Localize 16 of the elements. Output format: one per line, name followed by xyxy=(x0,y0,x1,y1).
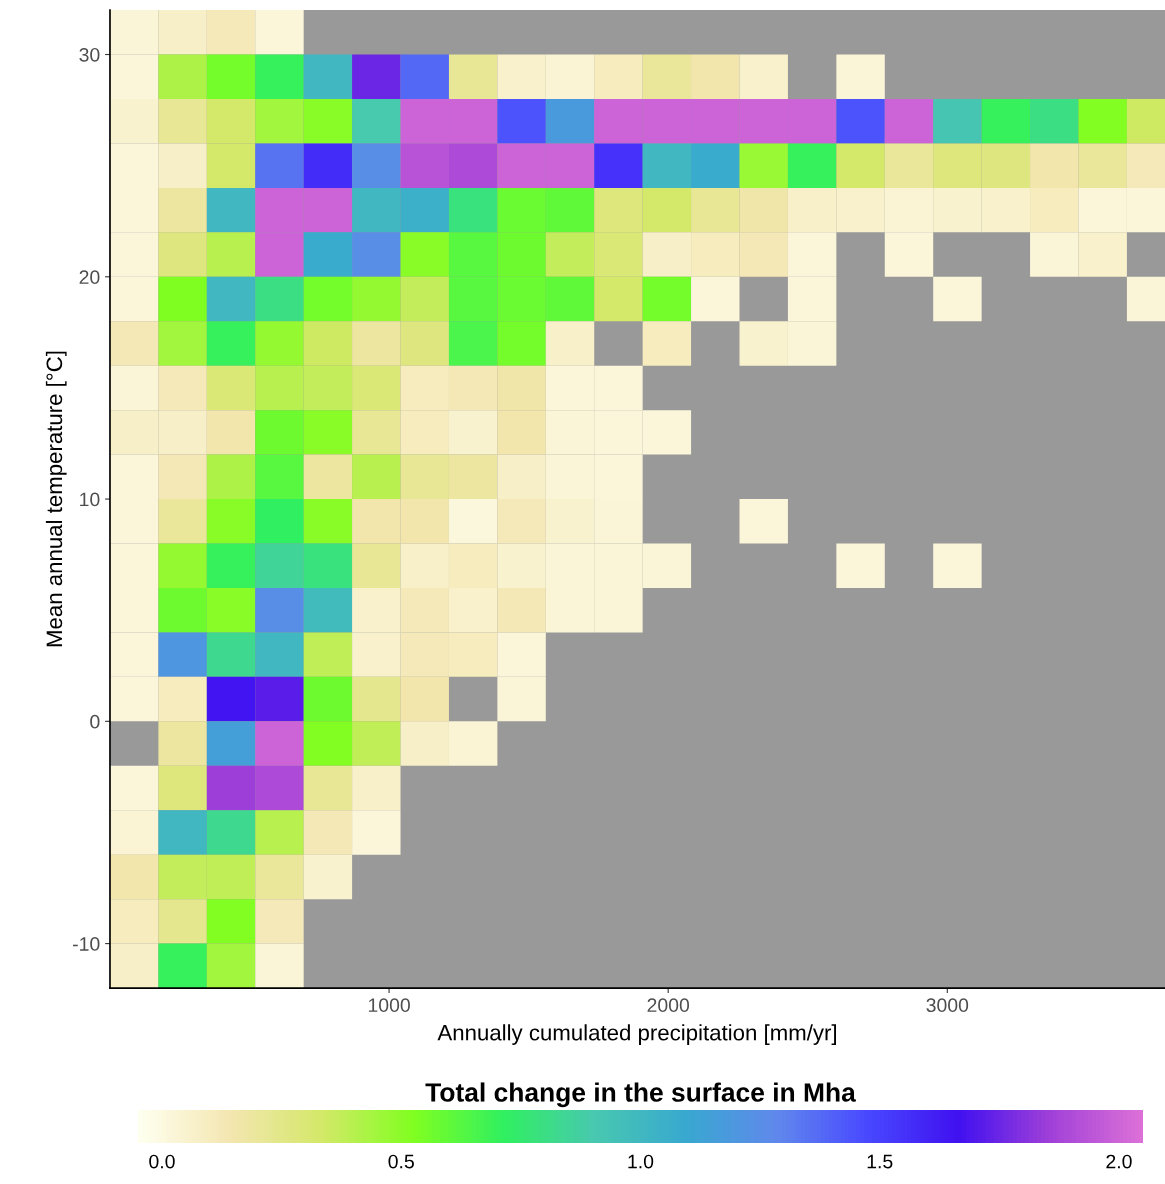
color-bar-label: 0.0 xyxy=(149,1154,175,1169)
y-tick-label: 0 xyxy=(90,714,100,729)
x-tick-label: 1000 xyxy=(368,998,410,1013)
y-tick-label: 30 xyxy=(79,47,100,62)
y-tick-label: 10 xyxy=(80,492,100,507)
color-bar-label: 2.0 xyxy=(1106,1154,1132,1169)
x-tick-label: 2000 xyxy=(647,998,690,1013)
color-bar-title: Total change in the surface in Mha xyxy=(425,1082,856,1108)
color-bar-label: 1.0 xyxy=(628,1154,654,1169)
x-axis-title: Annually cumulated precipitation [mm/yr] xyxy=(437,1024,836,1045)
y-tick-label: 20 xyxy=(79,270,100,285)
y-tick-label: -10 xyxy=(73,937,100,951)
y-axis-title: Mean annual temperature [°C] xyxy=(45,351,67,647)
color-bar-label: 1.5 xyxy=(867,1154,893,1169)
x-tick-label: 3000 xyxy=(926,998,969,1013)
color-bar-label: 0.5 xyxy=(388,1154,414,1169)
